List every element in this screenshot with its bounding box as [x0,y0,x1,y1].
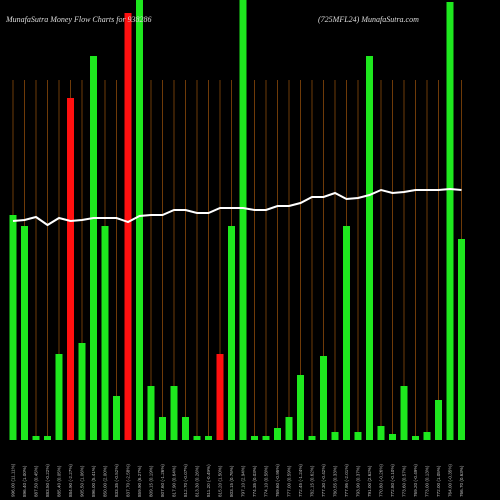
x-tick-label: 774.35 (0.03%) [252,465,257,497]
x-tick-label: 833.35 (-0.52%) [114,464,119,497]
x-tick-label: 773.00 (0.13%) [425,465,430,497]
bar [21,226,28,440]
x-tick-label: 813.30 (0.26%) [195,465,200,497]
bar [285,417,293,440]
x-tick-label: 774.10 (0.58%) [264,465,269,497]
bar [9,215,17,440]
bar [113,396,120,440]
x-tick-label: 797.10 (2.94%) [241,465,246,497]
bar [274,428,281,440]
x-tick-label: 817.90 (0.64%) [172,465,177,497]
bar [193,436,201,440]
x-tick-label: 772.45 (-1.24%) [298,464,303,497]
bar [331,432,339,440]
bar [101,226,109,440]
x-tick-label: 859.90 (6.27%) [137,465,142,497]
bar [78,343,86,440]
bar [55,354,63,440]
x-tick-label: 884.90 (-2.27%) [68,464,73,497]
x-tick-label: 812.70 (-0.07%) [183,464,188,497]
x-tick-label: 782.15 (0.62%) [310,465,315,497]
bar [67,98,74,440]
bar [343,226,350,440]
chart-title: MunafaSutra Money Flow Charts for 938286 [5,15,152,24]
bar [354,432,362,440]
x-tick-label: 777.00 (0.59%) [287,465,292,497]
x-tick-label: 887.50 (0.45%) [34,465,39,497]
bar [136,0,143,440]
x-tick-label: 769.20 (-0.49%) [413,464,418,497]
bar [251,436,258,440]
bar [297,375,304,440]
x-tick-label: 777.30 (-0.42%) [321,464,326,497]
bar [239,0,247,440]
x-tick-label: 837.70 (-2.58%) [126,464,131,497]
bar [147,386,155,440]
bar [90,56,97,440]
x-tick-label: 772.00 (1.05%) [436,465,441,497]
money-flow-line [12,187,462,227]
bar [435,400,442,440]
bar [262,436,270,440]
bar [389,434,396,440]
x-tick-label: 896.00 (5.41%) [91,465,96,497]
x-tick-label: 780.55 (0.33%) [333,465,338,497]
x-tick-label: 883.50 (-0.22%) [45,464,50,497]
x-tick-label: 803.15 (0.76%) [229,465,234,497]
bar [44,436,51,440]
bar [32,436,40,440]
bar [216,354,224,440]
bar [446,2,454,440]
bar [205,436,212,440]
x-tick-label: 815.20 (1.50%) [218,465,223,497]
bar [124,13,132,440]
bar [377,426,385,440]
bar [308,436,316,440]
x-tick-label: 764.00 (-0.35%) [448,464,453,497]
bar [320,356,327,440]
bar [458,239,465,440]
x-tick-label: 807.60 (-1.26%) [160,464,165,497]
x-tick-label: 791.00 (2.62%) [367,465,372,497]
bar [182,417,189,440]
x-tick-label: 770.80 (-0.26%) [379,464,384,497]
x-tick-label: 905.50 (1.06%) [80,465,85,497]
bar [170,386,178,440]
bar [400,386,408,440]
bar [228,226,235,440]
bar [366,56,373,440]
x-tick-label: 793.90 (0.37%) [356,465,361,497]
bar [412,436,419,440]
bar [159,417,166,440]
x-tick-label: 996.00 (11.11%) [11,463,16,497]
x-tick-label: 769.60 (-0.95%) [275,464,280,497]
bar [423,432,431,440]
x-tick-label: 885.40 (0.05%) [57,465,62,497]
x-tick-label: 773.60 (0.57%) [402,465,407,497]
x-tick-label: 766.70 (0.63%) [459,465,464,497]
x-tick-label: 777.95 (-2.01%) [344,464,349,497]
x-tick-label: 850.00 (2.00%) [103,465,108,497]
x-tick-label: 809.15 (0.19%) [149,465,154,497]
x-tick-label: 772.80 (-0.10%) [390,464,395,497]
x-tick-label: 811.20 (-0.49%) [206,464,211,497]
chart-subtitle: (725MFL24) MunafaSutra.com [318,15,419,24]
plot [9,0,465,440]
x-tick-label: 896.40 (1.00%) [22,465,27,497]
